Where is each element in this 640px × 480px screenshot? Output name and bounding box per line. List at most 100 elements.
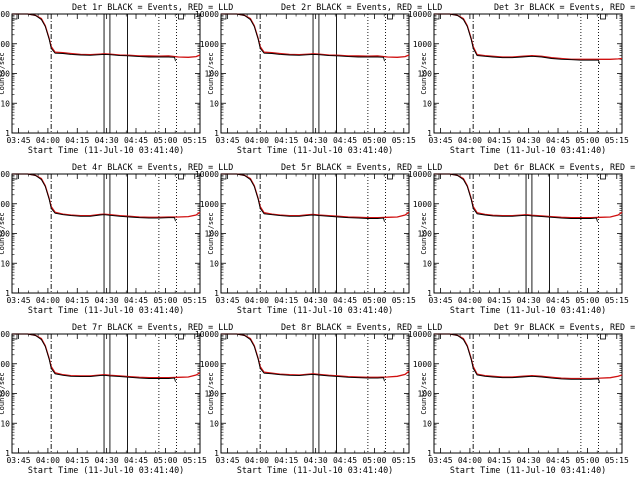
y-axis-label: Counts/sec bbox=[420, 52, 428, 94]
x-tick-label: 04:00 bbox=[458, 296, 482, 305]
x-axis-label: Start Time (11-Jul-10 03:41:40) bbox=[28, 145, 184, 155]
y-tick-label: 10 bbox=[209, 259, 219, 268]
chart-title: Det 9r BLACK = Events, RED = LLD bbox=[494, 322, 640, 332]
chart-title: Det 1r BLACK = Events, RED = LLD bbox=[72, 2, 233, 12]
x-tick-label: 04:30 bbox=[304, 136, 328, 145]
x-tick-label: 04:15 bbox=[274, 296, 298, 305]
x-tick-label: 05:00 bbox=[153, 296, 177, 305]
x-tick-label: 03:45 bbox=[215, 136, 239, 145]
x-tick-label: 04:30 bbox=[517, 296, 541, 305]
y-tick-label: 1 bbox=[427, 129, 432, 138]
end-marker-box bbox=[387, 13, 393, 20]
x-tick-label: 05:00 bbox=[575, 456, 599, 465]
y-tick-label: 1 bbox=[5, 129, 10, 138]
y-tick-label: 1 bbox=[427, 289, 432, 298]
end-marker-box bbox=[178, 13, 184, 20]
y-tick-label: 1000 bbox=[200, 200, 219, 209]
y-tick-label: 10 bbox=[209, 419, 219, 428]
y-tick-label: 10000 bbox=[195, 10, 219, 19]
y-axis-label: Counts/sec bbox=[0, 372, 6, 414]
lld-series-line bbox=[221, 13, 410, 58]
chart-panel-1: Det 1r BLACK = Events, RED = LLD11010010… bbox=[0, 2, 233, 155]
y-tick-label: 1 bbox=[214, 449, 219, 458]
events-series-line bbox=[12, 13, 176, 62]
x-tick-label: 03:45 bbox=[215, 456, 239, 465]
chart-panel-5: Det 5r BLACK = Events, RED = LLD11010010… bbox=[195, 162, 442, 315]
chart-panel-4: Det 4r BLACK = Events, RED = LLD11010010… bbox=[0, 162, 233, 315]
chart-panel-9: Det 9r BLACK = Events, RED = LLD 1 10 100 10… bbox=[408, 322, 640, 475]
y-axis-label: Counts/sec bbox=[420, 212, 428, 254]
y-axis-label: Counts/sec bbox=[207, 372, 215, 414]
y-tick-label: 1000 bbox=[413, 360, 432, 369]
x-tick-label: 04:00 bbox=[36, 456, 60, 465]
end-marker-box bbox=[387, 333, 393, 340]
start-marker-box bbox=[433, 13, 440, 20]
y-tick-label: 100 bbox=[205, 70, 220, 79]
x-tick-label: 05:00 bbox=[575, 296, 599, 305]
x-tick-label: 04:30 bbox=[304, 456, 328, 465]
y-tick-label: 10 bbox=[422, 419, 432, 428]
x-axis-label: Start Time (11-Jul-10 03:41:40) bbox=[28, 465, 184, 475]
x-tick-label: 03:45 bbox=[215, 296, 239, 305]
y-tick-label: 10000 bbox=[0, 10, 10, 19]
lld-series-line bbox=[12, 13, 201, 58]
x-tick-label: 05:15 bbox=[183, 296, 207, 305]
x-tick-label: 03:45 bbox=[6, 136, 30, 145]
plot-frame bbox=[220, 333, 410, 454]
events-series-line bbox=[12, 173, 176, 222]
x-tick-label: 04:15 bbox=[487, 296, 511, 305]
x-tick-label: 04:30 bbox=[517, 456, 541, 465]
y-tick-label: 100 bbox=[418, 70, 433, 79]
y-tick-label: 100 bbox=[0, 230, 10, 239]
x-tick-label: 05:15 bbox=[392, 456, 416, 465]
x-tick-label: 04:00 bbox=[36, 136, 60, 145]
events-series-line bbox=[434, 173, 598, 222]
chart-title: Det 8r BLACK = Events, RED = LLD bbox=[281, 322, 442, 332]
y-tick-label: 10000 bbox=[408, 170, 432, 179]
y-axis-label: Counts/sec bbox=[207, 212, 215, 254]
x-tick-label: 04:00 bbox=[245, 456, 269, 465]
x-tick-label: 04:45 bbox=[124, 456, 148, 465]
end-marker-box bbox=[178, 173, 184, 180]
x-tick-label: 04:30 bbox=[95, 296, 119, 305]
x-tick-label: 04:30 bbox=[517, 136, 541, 145]
x-tick-label: 04:45 bbox=[333, 136, 357, 145]
y-tick-label: 10 bbox=[0, 259, 10, 268]
x-tick-label: 04:45 bbox=[546, 136, 570, 145]
y-tick-label: 100 bbox=[0, 390, 10, 399]
x-tick-label: 03:45 bbox=[428, 136, 452, 145]
x-tick-label: 04:45 bbox=[333, 456, 357, 465]
lld-series-line bbox=[434, 173, 623, 219]
y-tick-label: 1000 bbox=[200, 40, 219, 49]
y-tick-label: 1000 bbox=[0, 40, 10, 49]
x-tick-label: 04:00 bbox=[458, 456, 482, 465]
y-tick-label: 1000 bbox=[413, 200, 432, 209]
end-marker-box bbox=[600, 13, 606, 20]
y-tick-label: 100 bbox=[205, 230, 220, 239]
start-marker-box bbox=[11, 333, 18, 340]
lld-series-line bbox=[434, 333, 623, 380]
start-marker-box bbox=[11, 13, 18, 20]
plot-frame bbox=[11, 173, 201, 294]
plot-frame bbox=[220, 13, 410, 134]
end-marker-box bbox=[387, 173, 393, 180]
lld-series-line bbox=[221, 333, 410, 378]
x-tick-label: 04:30 bbox=[95, 456, 119, 465]
x-tick-label: 03:45 bbox=[428, 296, 452, 305]
x-axis-label: Start Time (11-Jul-10 03:41:40) bbox=[237, 465, 393, 475]
y-tick-label: 10000 bbox=[195, 170, 219, 179]
x-tick-label: 04:00 bbox=[245, 136, 269, 145]
x-tick-label: 04:00 bbox=[245, 296, 269, 305]
x-tick-label: 05:15 bbox=[392, 136, 416, 145]
events-series-line bbox=[221, 13, 385, 62]
lld-series-line bbox=[12, 173, 201, 218]
start-marker-box bbox=[11, 173, 18, 180]
y-tick-label: 100 bbox=[418, 390, 433, 399]
lld-series-line bbox=[221, 173, 410, 219]
y-axis-label: Counts/sec bbox=[0, 52, 6, 94]
x-tick-label: 04:45 bbox=[333, 296, 357, 305]
start-marker-box bbox=[220, 13, 227, 20]
y-tick-label: 10 bbox=[422, 259, 432, 268]
lld-series-line bbox=[12, 333, 201, 379]
